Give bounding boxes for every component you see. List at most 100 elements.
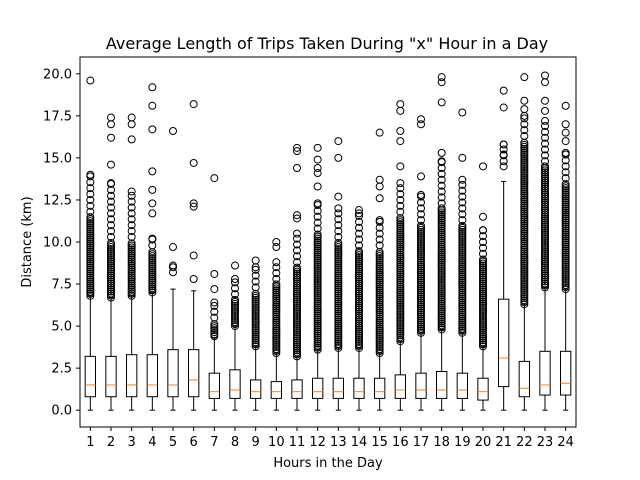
flier	[375, 266, 384, 275]
x-tick-label: 12	[309, 435, 326, 450]
flier	[541, 249, 549, 258]
flier	[375, 229, 384, 238]
flier	[107, 281, 115, 290]
flier	[417, 292, 425, 301]
flier	[479, 338, 487, 347]
flier	[231, 275, 239, 283]
flier	[561, 279, 570, 288]
flier	[458, 306, 467, 315]
flier	[210, 320, 219, 329]
box-hour-14	[353, 206, 365, 411]
flier	[458, 216, 467, 225]
flier	[520, 201, 529, 210]
flier	[334, 297, 343, 306]
flier	[417, 250, 425, 259]
flier	[86, 263, 95, 272]
flier	[458, 304, 467, 313]
flier	[561, 190, 570, 199]
flier	[561, 242, 570, 251]
flier	[479, 299, 487, 308]
flier	[127, 243, 136, 252]
flier	[355, 281, 363, 290]
flier	[437, 277, 446, 286]
flier	[561, 262, 570, 271]
flier	[313, 329, 322, 338]
flier	[127, 227, 136, 236]
flier	[107, 285, 115, 294]
flier	[355, 305, 363, 314]
flier	[231, 301, 239, 310]
flier	[375, 316, 384, 325]
flier	[437, 242, 446, 251]
flier	[375, 268, 384, 277]
flier	[541, 261, 549, 270]
flier	[437, 148, 446, 157]
flier	[417, 316, 425, 325]
flier	[293, 328, 301, 337]
flier	[437, 214, 446, 223]
box-hour-20	[477, 162, 489, 411]
flier	[210, 307, 219, 316]
flier	[520, 253, 529, 262]
flier	[313, 325, 322, 334]
flier	[520, 217, 529, 226]
flier	[458, 270, 467, 279]
flier	[561, 212, 570, 221]
flier	[520, 280, 529, 289]
flier	[334, 204, 343, 213]
flier	[437, 291, 446, 300]
flier	[520, 239, 529, 248]
flier	[355, 321, 363, 330]
flier	[148, 199, 157, 208]
flier	[541, 178, 549, 187]
flier	[375, 336, 384, 345]
flier	[541, 190, 549, 199]
flier	[396, 276, 405, 285]
flier	[375, 182, 384, 191]
flier	[375, 296, 384, 305]
flier	[107, 255, 115, 264]
flier	[293, 263, 301, 272]
flier	[417, 256, 425, 265]
flier	[520, 203, 529, 212]
flier	[251, 318, 260, 327]
flier	[541, 226, 549, 235]
flier	[334, 327, 343, 336]
flier	[541, 78, 549, 87]
flier	[231, 295, 239, 304]
flier	[561, 208, 570, 217]
flier	[313, 297, 322, 306]
flier	[417, 198, 425, 207]
flier	[334, 311, 343, 320]
flier	[375, 235, 384, 244]
flier	[520, 165, 529, 174]
flier	[479, 259, 487, 268]
flier	[458, 242, 467, 251]
flier	[272, 324, 281, 333]
flier	[520, 205, 529, 214]
flier	[541, 96, 549, 105]
flier	[458, 153, 467, 162]
box-hour-15	[374, 128, 386, 411]
flier	[479, 162, 487, 171]
flier	[334, 339, 343, 348]
flier	[189, 100, 198, 109]
flier	[189, 202, 198, 211]
box-hour-9	[250, 256, 262, 411]
flier	[437, 208, 446, 217]
flier	[86, 255, 95, 264]
flier	[561, 148, 570, 157]
flier	[561, 226, 570, 235]
flier	[272, 290, 281, 299]
flier	[458, 286, 467, 295]
flier	[541, 121, 549, 130]
flier	[313, 307, 322, 316]
flier	[417, 328, 425, 337]
flier	[355, 206, 363, 215]
flier	[375, 280, 384, 289]
x-tick-label: 19	[454, 435, 471, 450]
flier	[251, 320, 260, 329]
flier	[313, 275, 322, 283]
flier	[417, 223, 425, 232]
flier	[541, 210, 549, 219]
